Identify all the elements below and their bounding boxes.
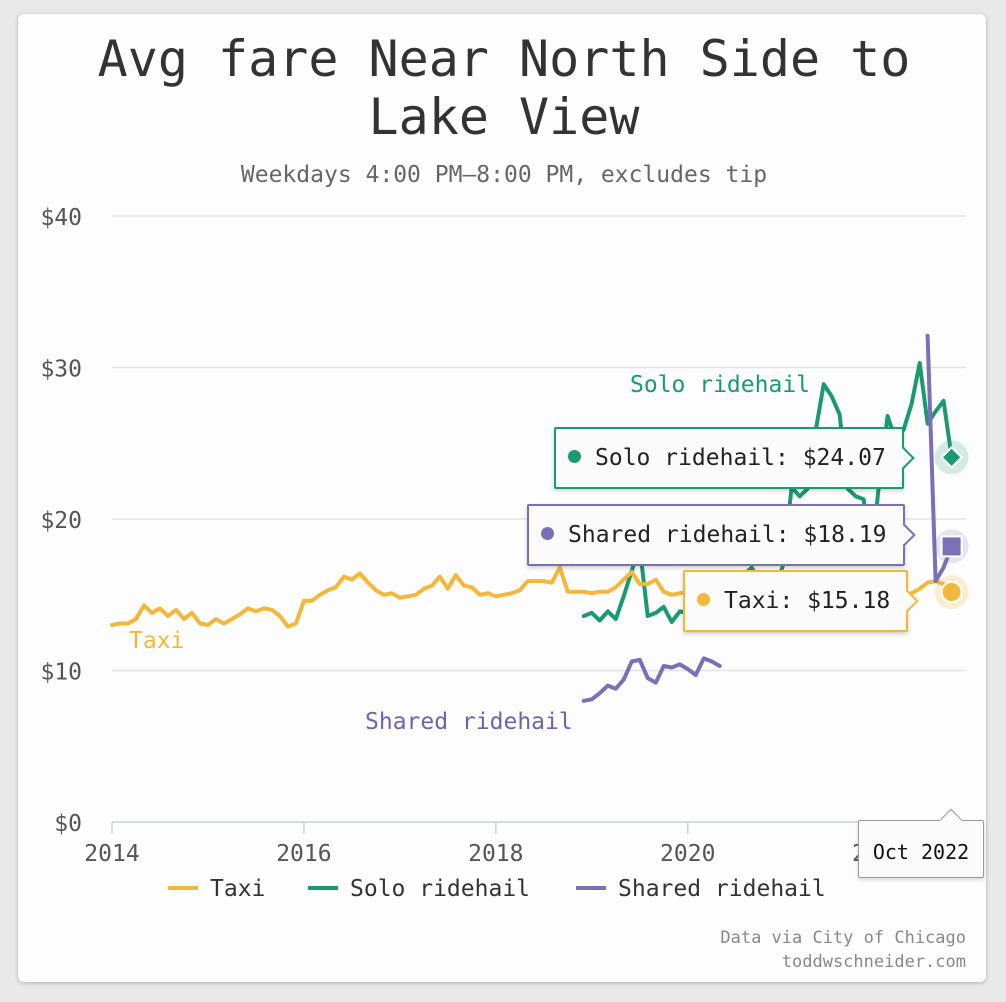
x-tick-label: 2018 bbox=[468, 841, 523, 867]
legend-label-taxi: Taxi bbox=[210, 876, 265, 902]
legend-label-shared-ridehail: Shared ridehail bbox=[618, 876, 826, 902]
y-tick-label: $10 bbox=[40, 660, 82, 686]
y-tick-label: $20 bbox=[40, 508, 82, 534]
tooltip-date-text: Oct 2022 bbox=[872, 840, 970, 864]
y-tick-label: $0 bbox=[54, 811, 82, 837]
x-tick-label: 2020 bbox=[660, 841, 715, 867]
tooltip-solo-text: Solo ridehail: $24.07 bbox=[595, 445, 886, 471]
y-tick-label: $30 bbox=[40, 357, 82, 383]
y-tick-label: $40 bbox=[40, 205, 82, 231]
tooltip-solo-ridehail: Solo ridehail: $24.07 bbox=[554, 427, 915, 489]
hover-marker-taxi bbox=[940, 581, 963, 604]
series-label-shared-ridehail: Shared ridehail bbox=[365, 709, 573, 735]
series-label-taxi: Taxi bbox=[129, 628, 184, 654]
tooltip-shared-text: Shared ridehail: $18.19 bbox=[568, 522, 887, 548]
tooltip-dot-shared bbox=[541, 527, 554, 540]
x-tick-label: 2016 bbox=[276, 841, 331, 867]
chart-card: Avg fare Near North Side to Lake View Week… bbox=[18, 14, 986, 982]
tooltip-dot-taxi bbox=[697, 593, 710, 606]
tooltip-taxi: Taxi: $15.18 bbox=[683, 570, 919, 632]
credit-data-source: Data via City of Chicago bbox=[720, 928, 966, 948]
hover-marker-shared bbox=[940, 535, 963, 558]
series-line-shared-ridehail bbox=[581, 656, 722, 703]
tooltip-dot-solo bbox=[568, 450, 581, 463]
hover-marker-solo bbox=[940, 445, 964, 469]
chart-title-line-2: Lake View bbox=[369, 88, 641, 146]
credit-author: toddwschneider.com bbox=[782, 952, 966, 972]
chart-subtitle: Weekdays 4:00 PM–8:00 PM, excludes tip bbox=[241, 162, 767, 188]
tooltip-taxi-text: Taxi: $15.18 bbox=[724, 588, 891, 614]
tooltip-date: Oct 2022 bbox=[858, 808, 984, 878]
legend-label-solo-ridehail: Solo ridehail bbox=[350, 876, 530, 902]
tooltip-shared-ridehail: Shared ridehail: $18.19 bbox=[527, 504, 916, 566]
x-tick-label: 2014 bbox=[84, 841, 139, 867]
series-label-solo-ridehail: Solo ridehail bbox=[630, 372, 810, 398]
chart-title-line-1: Avg fare Near North Side to bbox=[98, 30, 911, 88]
